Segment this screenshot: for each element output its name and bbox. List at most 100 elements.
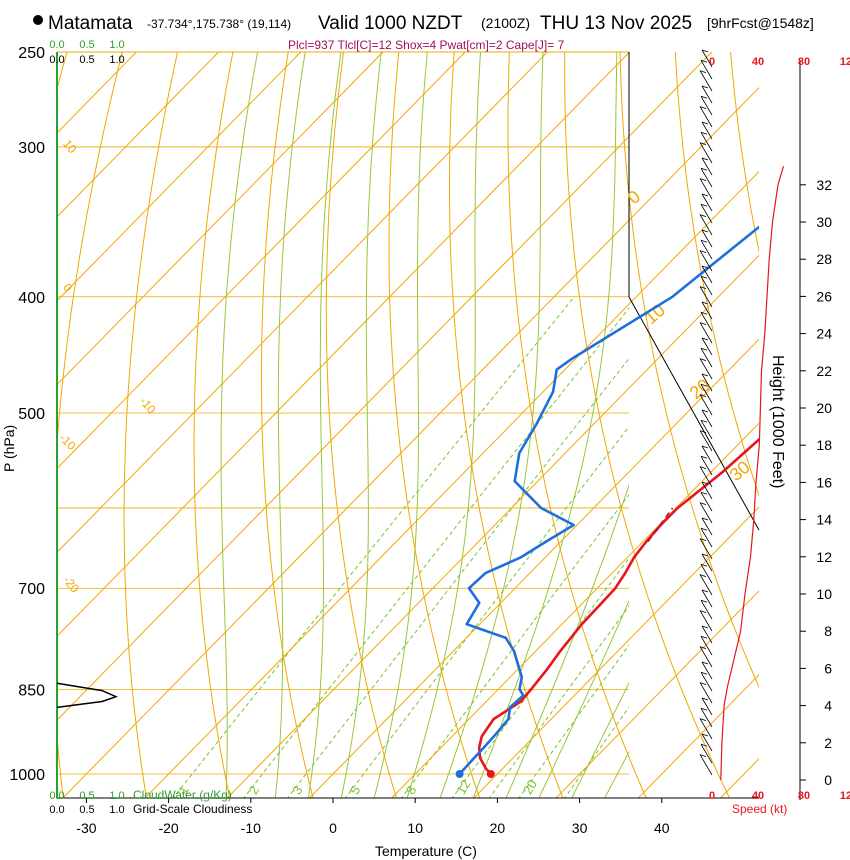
wind-barb	[701, 229, 713, 248]
wind-barb	[700, 276, 713, 296]
wind-barb	[699, 502, 713, 524]
wind-barb-flag	[700, 599, 708, 603]
wind-barb-flag	[701, 661, 709, 665]
wind-barb	[700, 528, 713, 548]
height-tick-label: 6	[824, 660, 832, 676]
speed-bottom-tick-label: 80	[798, 790, 810, 802]
cloudwater-bottom-tick-label: 0.0	[49, 790, 64, 802]
wind-barb-flag	[699, 610, 707, 613]
wind-barb	[700, 636, 713, 656]
wind-barb-flag	[699, 142, 707, 145]
forecast-tag: [9hrFcst@1548z]	[707, 15, 814, 31]
valid-utc: (2100Z)	[481, 15, 530, 31]
wind-barb-flag	[700, 563, 708, 567]
dry-adiabat-label: 0	[624, 186, 645, 208]
wind-barb	[701, 49, 713, 68]
wind-barb-flag	[701, 481, 709, 485]
wind-barb-flag	[701, 121, 709, 125]
mixing-ratio-line	[451, 557, 629, 798]
wind-barb	[701, 625, 713, 644]
dry-adiabat-line	[507, 52, 647, 798]
wind-barb	[699, 574, 713, 596]
wind-barb	[701, 445, 713, 464]
isotherm-label: 0	[60, 281, 75, 295]
moist-adiabat-line	[307, 52, 342, 798]
wind-barb-flag	[700, 275, 708, 279]
wind-barb-flag	[701, 265, 709, 269]
cloudiness-label: Grid-Scale Cloudiness	[133, 802, 252, 816]
dry-adiabat-line	[193, 52, 234, 798]
wind-barb	[699, 646, 713, 668]
isotherm-line	[57, 52, 466, 470]
wind-barb-flag	[701, 193, 709, 197]
wind-barb	[701, 301, 713, 320]
wind-barb-flag	[699, 178, 707, 181]
cloudiness-bottom-tick-label: 0.0	[49, 804, 64, 816]
wind-barb-flag	[699, 574, 707, 577]
wind-barb-flag	[699, 682, 707, 685]
isotherm-line	[57, 52, 220, 218]
wind-barb	[699, 394, 713, 416]
wind-barb	[700, 384, 713, 404]
wind-barb	[699, 682, 713, 704]
temperature-tick-label: 0	[329, 820, 337, 836]
wind-barb-flag	[699, 322, 707, 325]
wind-barbs	[699, 49, 713, 776]
moist-adiabat-line	[439, 52, 544, 798]
moist-adiabat-line	[571, 681, 629, 798]
moist-adiabat-line	[220, 52, 259, 798]
wind-barb	[701, 517, 713, 536]
wind-barb-flag	[699, 466, 707, 469]
wind-barb	[701, 337, 713, 356]
speed-top-tick-label: 12	[840, 56, 850, 68]
wind-barb	[700, 168, 713, 188]
cloudwater-bottom-tick-label: 0.5	[79, 790, 94, 802]
wind-barb-flag	[700, 347, 708, 351]
isotherm-line	[144, 170, 759, 798]
isotherm-line	[226, 254, 759, 798]
wind-barb	[701, 409, 713, 428]
wind-barb	[699, 70, 713, 92]
cloudiness-bottom-tick-label: 0.5	[79, 804, 94, 816]
wind-barb-flag	[700, 671, 708, 675]
dry-adiabat-line	[449, 52, 564, 798]
wind-barb	[701, 733, 713, 752]
wind-barb	[699, 106, 713, 128]
pressure-tick-label: 850	[18, 682, 45, 699]
wind-barb	[700, 708, 713, 728]
dry-adiabat-line	[838, 31, 850, 800]
wind-barb-flag	[700, 131, 708, 135]
dry-adiabat-line	[123, 52, 179, 798]
wind-barb	[700, 204, 713, 224]
wind-barb	[701, 661, 713, 680]
cloudwater-top-tick-label: 0.0	[49, 39, 64, 51]
wind-barb-flag	[700, 455, 708, 459]
height-tick-label: 2	[824, 735, 832, 751]
mixing-ratio-line	[172, 296, 575, 798]
y-axis-label: P (hPa)	[1, 425, 17, 472]
wind-barb-flag	[701, 553, 709, 557]
cloudwater-label: CloudWater (g/Kg)	[133, 788, 232, 802]
wind-barb-flag	[700, 311, 708, 315]
dry-adiabat-line	[57, 52, 123, 798]
dry-adiabat-grid	[57, 31, 850, 800]
wind-barb-flag	[699, 502, 707, 505]
moist-adiabat-line	[505, 483, 629, 798]
speed-top-tick-label: 80	[798, 56, 810, 68]
height-tick-label: 22	[816, 363, 832, 379]
cloudwater-top-tick-label: 1.0	[109, 39, 124, 51]
wind-barb	[699, 358, 713, 380]
dry-adiabat-line	[325, 52, 397, 798]
wind-barb	[699, 322, 713, 344]
height-tick-label: 28	[816, 251, 832, 267]
dewpoint-line	[458, 225, 759, 775]
cloudiness-bottom-tick-label: 1.0	[109, 804, 124, 816]
wind-barb	[700, 132, 713, 152]
moist-adiabat-grid	[220, 52, 629, 798]
parcel-line	[647, 507, 674, 543]
cloudiness-top-tick-label: 1.0	[109, 54, 124, 66]
mixing-ratio-label: 12	[453, 777, 473, 797]
pressure-tick-label: 300	[18, 140, 45, 157]
